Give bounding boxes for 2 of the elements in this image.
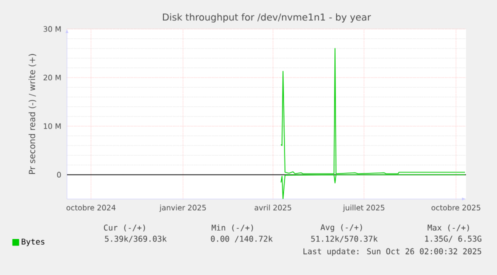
chart-title: Disk throughput for /dev/nvme1n1 - by year bbox=[162, 13, 371, 22]
y-axis-title: Pr second read (-) / write (+) bbox=[28, 54, 36, 174]
